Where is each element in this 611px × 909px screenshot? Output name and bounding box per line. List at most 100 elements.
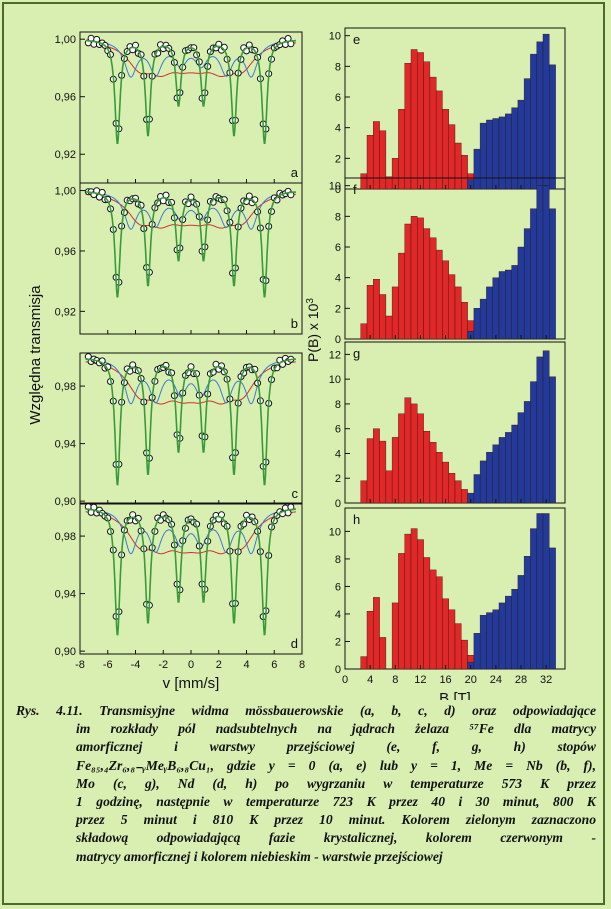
amorphous-bar [410,403,418,504]
amorphous-bar [423,228,431,340]
transition-bar [523,401,531,504]
x-axis-label: v [mm/s] [163,675,220,692]
amorphous-bar [360,480,368,504]
x-axis-label: B [T] [439,690,471,700]
transition-bar [486,612,493,670]
caption-line: Mo (c, g), Nd (d, h) po wygrzaniu w temp… [76,775,596,791]
caption-line: przez 5 minut i 810 K przez 10 minut. Ko… [76,812,596,828]
amorphous-bar [461,302,468,340]
amorphous-bar [391,602,399,670]
transition-bar [549,547,556,670]
panel-label: f [353,182,357,197]
transition-bar [486,452,493,504]
crystalline-fit-curve [85,358,297,486]
amorphous-bar [391,437,399,504]
y-tick-label: 10 [329,374,341,386]
transition-bar [498,602,506,670]
caption-line: amorficznej i warstwy przejściowej (e, f… [76,739,596,755]
y-tick-label: 4 [335,273,341,285]
x-tick-label: 24 [490,674,502,686]
mossbauer-panel-a: 0,92 0,96 1,00 a [55,31,303,184]
amorphous-bar [429,76,437,190]
amorphous-bar [448,473,456,504]
amorphous-bar [385,470,393,504]
amorphous-bar [423,557,431,670]
y-tick-label: 0 [335,664,341,676]
y-tick-label: 0,96 [55,246,76,258]
amorphous-bar [417,52,424,190]
amorphous-bar [398,252,405,340]
transition-bar [549,208,556,340]
x-tick-label: 28 [515,674,527,686]
panel-label: h [353,512,360,527]
y-tick-label: 2 [335,303,341,315]
caption-line: składową odpowiadającą fazie krystaliczn… [76,830,596,846]
y-tick-label: 0 [335,184,341,196]
transition-bar [549,64,556,190]
amorphous-bar [366,135,374,190]
transition-bar [479,298,487,340]
amorphous-bar [435,576,443,670]
transition-bar [517,575,525,670]
right-y-axis-label-text: P(B) x 10 [305,303,321,362]
y-tick-label: 4 [335,448,341,460]
y-tick-label: 0,92 [55,149,76,161]
amorphous-bar [410,216,418,340]
amorphous-bar [448,274,456,340]
amorphous-bar [429,569,437,670]
transition-bar [542,513,550,670]
y-tick-label: 0,92 [55,306,76,318]
amorphous-bar [454,142,462,190]
y-tick-label: 0 [335,334,341,346]
amorphous-bar [373,597,380,670]
y-tick-label: 0,94 [55,439,76,451]
crystalline-fit-curve [85,508,297,636]
transition-bar [486,286,493,340]
transition-bar [523,228,531,340]
transition-bar [517,99,525,190]
x-tick-label: 0 [342,674,348,686]
transition-bar [530,53,537,190]
amorphous-bar [360,656,368,670]
amorphous-bar [442,109,449,190]
right-y-axis-label: P(B) x 103 [305,298,321,362]
x-tick-label: -2 [158,659,168,671]
y-tick-label: 2 [335,636,341,648]
amorphous-bar [461,489,468,504]
y-tick-label: 6 [335,92,341,104]
panel-label: e [353,32,360,47]
transition-bar [498,437,506,504]
y-tick-label: 2 [335,153,341,165]
transition-bar [511,265,519,340]
caption-line: Rys. 4.11. Transmisyjne widma mössbauero… [16,703,596,718]
y-tick-label: 8 [335,554,341,566]
transition-bar [473,148,481,190]
y-tick-label: 4 [335,609,341,621]
y-tick-label: 6 [335,242,341,254]
transition-bar [479,122,487,190]
transition-bar [523,78,531,190]
y-tick-label: 2 [335,473,341,485]
amorphous-bar [410,528,418,670]
transition-bar [511,107,519,190]
x-tick-label: 8 [392,674,398,686]
transition-component-curve [85,508,296,555]
y-tick-label: 8 [335,61,341,73]
x-tick-label: 4 [243,659,249,671]
amorphous-bar [366,285,374,340]
amorphous-bar [404,63,412,190]
x-tick-label: -8 [75,659,85,671]
y-tick-label: 1,00 [55,186,76,198]
amorphous-bar [435,249,443,340]
crystalline-fit-curve [85,191,296,298]
x-tick-label: 32 [540,674,552,686]
transition-bar [536,356,544,504]
transition-component-curve [85,358,296,405]
amorphous-bar [379,440,387,504]
transition-bar [505,432,512,504]
amorphous-bar [423,61,431,190]
caption-line: matrycy amorficznej i kolorem niebieskim… [76,848,443,864]
y-tick-label: 0,90 [55,496,76,508]
